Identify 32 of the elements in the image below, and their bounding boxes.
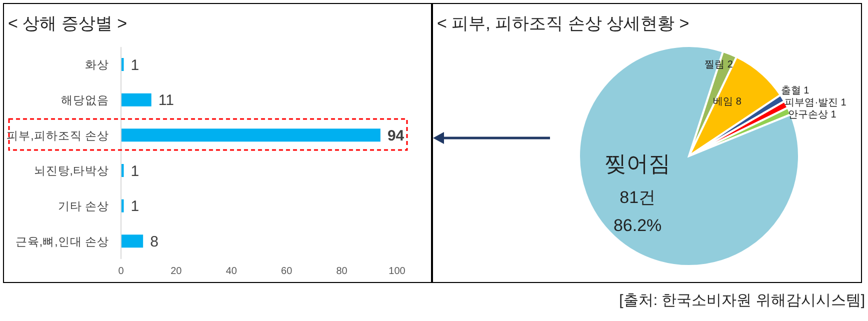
x-tick-label: 0 (118, 266, 124, 278)
x-tick-label: 80 (336, 266, 348, 278)
data-label: 1 (130, 56, 140, 74)
bar (121, 199, 124, 212)
data-label: 94 (387, 127, 405, 144)
slice-label: 안구손상 1 (788, 109, 837, 120)
x-tick-label: 20 (170, 266, 182, 278)
bar (121, 93, 152, 106)
data-label: 11 (158, 92, 174, 110)
y-tick-label: 기타 손상 (58, 201, 109, 214)
y-tick-label: 해당없음 (61, 95, 109, 108)
slice-label: 피부염·발진 1 (784, 97, 847, 108)
chart-title: < 상해 증상별 > (8, 13, 128, 35)
x-tick-label: 60 (281, 266, 293, 278)
text: [출처: 한국소비자원 위해감시시스템] (619, 291, 865, 310)
chart-title: < 피부, 피하조직 손상 상세현황 > (437, 13, 690, 35)
slice-label: 찢어짐 (604, 150, 671, 176)
y-tick-label: 근육,뼈,인대 손상 (15, 236, 109, 248)
data-label: 81건 86.2% (613, 188, 662, 235)
y-tick-label: 화상 (85, 60, 109, 72)
x-tick-label: 40 (226, 266, 238, 278)
y-tick-label: 뇌진탕,타박상 (34, 166, 109, 178)
data-label: 1 (130, 162, 140, 180)
data-label: 8 (150, 233, 158, 250)
data-label: 1 (130, 198, 140, 216)
y-tick-label: 피부,피하조직 손상 (6, 130, 109, 142)
bar (121, 128, 380, 142)
slice-label: 출혈 1 (780, 85, 810, 96)
bar (121, 234, 144, 248)
bar (121, 164, 124, 177)
x-tick-label: 100 (388, 266, 406, 278)
bar (121, 58, 124, 71)
